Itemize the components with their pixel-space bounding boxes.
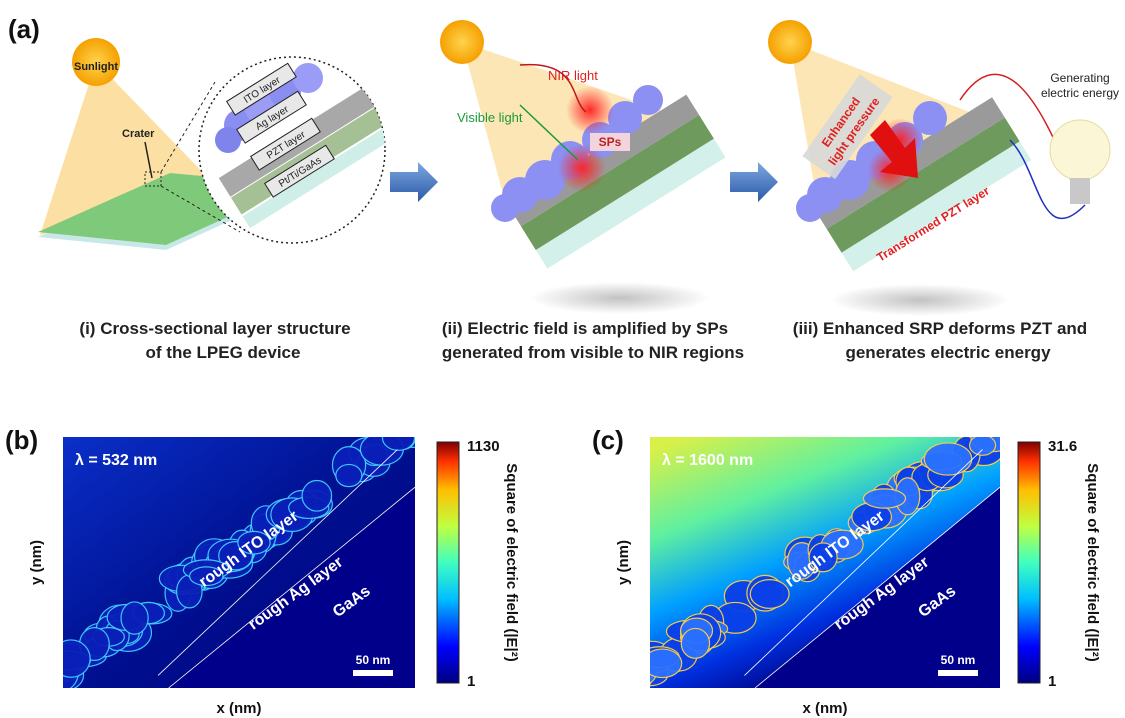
step-arrow — [730, 162, 778, 202]
caption: (iii) Enhanced SRP deforms PZT and — [793, 319, 1087, 338]
figure: (a) Sunlight Crater ITO layerAg layerPZT… — [0, 0, 1125, 718]
generating-label: Generating — [1050, 71, 1109, 85]
wavelength: λ = 532 nm — [75, 452, 157, 469]
particle — [52, 640, 90, 677]
particle — [27, 667, 53, 686]
x-label: x (nm) — [803, 700, 848, 717]
sunlight-label: Sunlight — [74, 61, 118, 73]
particle — [606, 662, 651, 688]
particle — [591, 675, 628, 708]
sun — [440, 20, 484, 64]
y-label: y (nm) — [615, 540, 632, 585]
particle — [599, 668, 630, 704]
crater-label: Crater — [122, 128, 155, 140]
wavelength: λ = 1600 nm — [662, 452, 753, 469]
particle — [121, 602, 148, 634]
x-label: x (nm) — [217, 700, 262, 717]
visible-label: Visible light — [457, 110, 523, 125]
colorbar-min: 1 — [1048, 673, 1056, 690]
particle — [681, 628, 709, 658]
colorbar-min: 1 — [467, 673, 475, 690]
particle — [607, 661, 652, 695]
sp-hotspot — [558, 144, 606, 192]
sun — [768, 20, 812, 64]
scale-bar — [938, 670, 978, 676]
caption: generates electric energy — [845, 343, 1051, 362]
particle — [585, 676, 628, 710]
particle — [336, 464, 362, 486]
caption: (i) Cross-sectional layer structure — [79, 319, 350, 338]
colorbar-max: 1130 — [467, 438, 500, 455]
colorbar — [1018, 442, 1040, 683]
colorbar-max: 31.6 — [1048, 438, 1077, 455]
sp-hotspot — [566, 86, 614, 134]
colorbar-label: Square of electric field (|E|²) — [503, 463, 520, 661]
particle — [750, 580, 789, 609]
step-arrow — [390, 162, 438, 202]
bulb-base — [1070, 178, 1090, 204]
panel-label: (b) — [5, 425, 38, 455]
caption: of the LPEG device — [146, 343, 301, 362]
scale-bar — [353, 670, 393, 676]
particle — [302, 481, 332, 512]
scale-bar-label: 50 nm — [941, 653, 976, 667]
particle — [618, 665, 652, 685]
caption: generated from visible to NIR regions — [442, 343, 744, 362]
y-label: y (nm) — [28, 540, 45, 585]
particle — [863, 489, 905, 508]
particle — [924, 443, 971, 475]
panel-label: (a) — [8, 14, 40, 44]
panel-label: (c) — [592, 425, 624, 455]
colorbar-label: Square of electric field (|E|²) — [1084, 463, 1101, 661]
particle — [1002, 412, 1047, 431]
particle — [609, 669, 643, 698]
caption: (ii) Electric field is amplified by SPs — [442, 319, 728, 338]
shadow — [530, 282, 710, 314]
bulb — [1050, 120, 1110, 180]
shadow — [830, 284, 1010, 316]
particle — [970, 435, 996, 455]
colorbar — [437, 442, 459, 683]
scale-bar-label: 50 nm — [356, 653, 391, 667]
particle — [382, 426, 414, 451]
particle — [643, 649, 682, 677]
generating-label: electric energy — [1041, 86, 1119, 100]
sps-label: SPs — [599, 135, 622, 149]
particle — [616, 667, 643, 703]
